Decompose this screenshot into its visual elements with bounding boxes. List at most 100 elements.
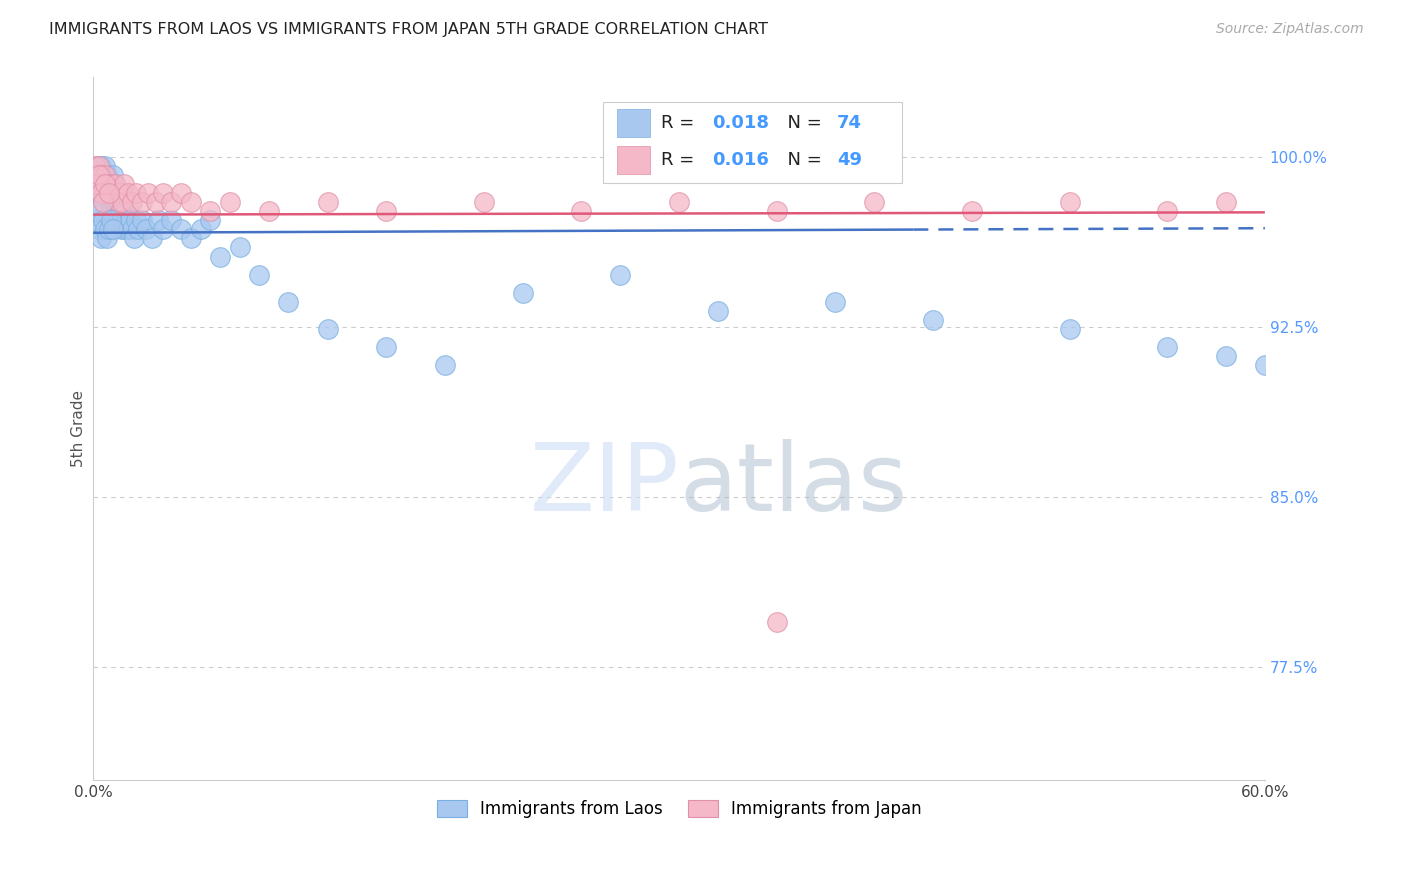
Point (107, 213, 129, 227)
Point (101, 213, 124, 227)
Point (111, 213, 134, 227)
Point (180, 195, 202, 210)
Point (97, 186, 120, 200)
Point (127, 222, 149, 236)
Point (1059, 322, 1081, 336)
Point (94, 222, 117, 236)
Point (117, 222, 139, 236)
Point (97, 222, 120, 236)
Point (1059, 195, 1081, 210)
Point (91, 177, 114, 191)
Point (87, 186, 110, 200)
Point (152, 186, 174, 200)
Point (707, 304, 730, 318)
Point (131, 213, 153, 227)
Point (160, 213, 183, 227)
Point (90, 159, 112, 173)
Point (136, 186, 159, 200)
Point (247, 268, 270, 282)
Point (86, 204, 108, 219)
Text: R =: R = (661, 151, 700, 169)
Point (145, 195, 167, 210)
Point (131, 195, 153, 210)
Point (960, 204, 983, 219)
Point (110, 222, 132, 236)
Point (97, 186, 120, 200)
Point (1215, 195, 1237, 210)
Point (316, 195, 339, 210)
Point (94, 159, 117, 173)
Point (94, 177, 117, 191)
Legend: Immigrants from Laos, Immigrants from Japan: Immigrants from Laos, Immigrants from Ja… (430, 793, 928, 825)
Point (107, 195, 129, 210)
Point (112, 204, 135, 219)
Point (96, 186, 118, 200)
Point (115, 213, 138, 227)
Text: R =: R = (661, 114, 700, 132)
Point (100, 177, 122, 191)
Point (94, 177, 117, 191)
Point (125, 213, 148, 227)
Text: Source: ZipAtlas.com: Source: ZipAtlas.com (1216, 22, 1364, 37)
Point (84, 213, 107, 227)
Text: 74: 74 (837, 114, 862, 132)
Point (1254, 359, 1277, 373)
Point (135, 222, 157, 236)
Text: N =: N = (776, 151, 828, 169)
Point (90, 177, 112, 191)
Point (112, 222, 135, 236)
Point (146, 213, 169, 227)
Point (105, 186, 128, 200)
Point (87, 168, 110, 182)
Point (200, 213, 222, 227)
Point (84, 177, 107, 191)
Point (209, 250, 232, 264)
Point (90, 186, 112, 200)
Point (86, 168, 108, 182)
Point (433, 359, 456, 373)
Point (1156, 340, 1178, 354)
FancyBboxPatch shape (603, 102, 901, 183)
Point (228, 240, 250, 254)
Point (104, 195, 127, 210)
Text: 49: 49 (837, 151, 862, 169)
Point (512, 285, 534, 300)
Point (122, 231, 145, 245)
Point (104, 177, 127, 191)
Point (110, 204, 132, 219)
Point (105, 204, 128, 219)
Point (218, 195, 240, 210)
Point (84, 159, 107, 173)
Point (863, 195, 886, 210)
Point (104, 177, 127, 191)
Point (87, 159, 110, 173)
Point (160, 195, 183, 210)
Point (170, 222, 193, 236)
Point (571, 204, 593, 219)
Y-axis label: 5th Grade: 5th Grade (72, 391, 86, 467)
Point (824, 294, 846, 309)
Point (94, 168, 117, 182)
Text: 0.016: 0.016 (711, 151, 769, 169)
Point (152, 222, 174, 236)
Point (101, 222, 124, 236)
Point (111, 195, 134, 210)
Point (86, 177, 108, 191)
Point (96, 168, 118, 182)
Point (87, 222, 110, 236)
Point (668, 195, 690, 210)
Point (90, 168, 112, 182)
Point (97, 195, 120, 210)
Point (96, 177, 118, 191)
Point (87, 159, 110, 173)
Point (170, 186, 193, 200)
Point (765, 204, 787, 219)
Point (97, 177, 120, 191)
Point (190, 222, 212, 236)
Point (375, 204, 398, 219)
Point (105, 186, 128, 200)
Point (91, 168, 114, 182)
Point (90, 231, 112, 245)
Point (100, 213, 122, 227)
Point (277, 294, 299, 309)
